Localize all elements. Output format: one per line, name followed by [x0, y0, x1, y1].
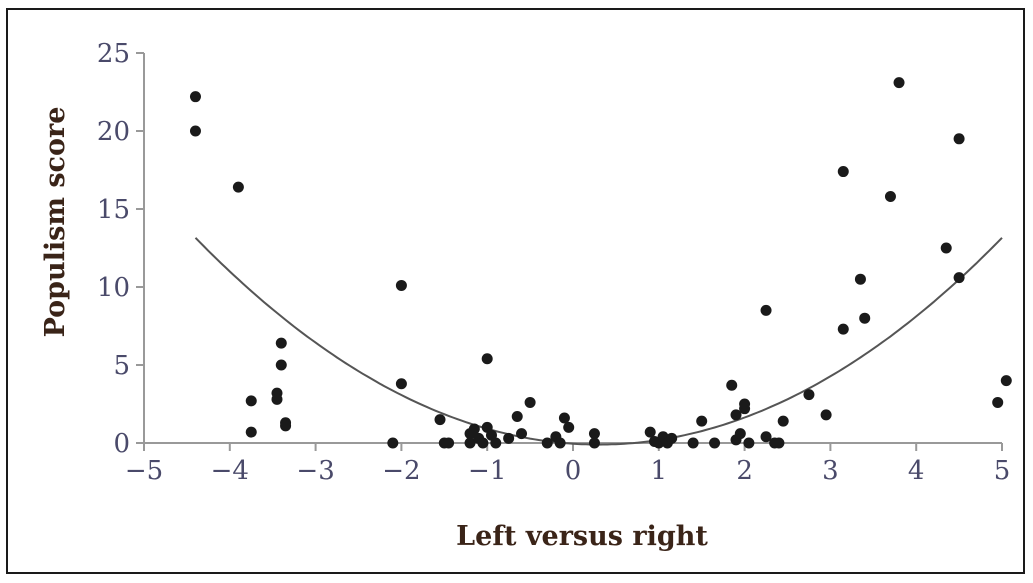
x-tick-label: −3 — [296, 456, 334, 486]
data-point — [760, 304, 772, 316]
data-point — [387, 437, 399, 449]
data-point — [1000, 375, 1012, 387]
data-point — [773, 437, 785, 449]
data-point — [953, 272, 965, 284]
data-point — [588, 428, 600, 440]
x-tick-label: −4 — [211, 456, 249, 486]
data-point — [893, 77, 905, 89]
data-point — [739, 398, 751, 410]
data-point — [245, 395, 257, 407]
data-point — [524, 396, 536, 408]
data-points — [189, 77, 1012, 449]
data-point — [992, 396, 1004, 408]
chart-frame — [6, 8, 1025, 574]
data-point — [696, 415, 708, 427]
data-point — [477, 437, 489, 449]
data-point — [434, 414, 446, 426]
x-tick-label: 0 — [565, 456, 582, 486]
fit-curve — [194, 237, 1003, 446]
data-point — [644, 426, 656, 438]
data-point — [468, 423, 480, 435]
y-tick-label: 20 — [97, 117, 130, 147]
x-tick-label: 3 — [822, 456, 839, 486]
data-point — [558, 412, 570, 424]
data-point — [777, 415, 789, 427]
y-tick-label: 15 — [97, 195, 130, 225]
data-point — [734, 428, 746, 440]
x-tick-label: 5 — [994, 456, 1011, 486]
data-point — [511, 410, 523, 422]
data-point — [189, 125, 201, 137]
data-point — [940, 242, 952, 254]
data-point — [730, 409, 742, 421]
data-point — [490, 437, 502, 449]
x-tick-label: −2 — [382, 456, 420, 486]
data-point — [516, 428, 528, 440]
data-point — [275, 337, 287, 349]
data-point — [859, 312, 871, 324]
data-point — [275, 359, 287, 371]
y-tick-label: 5 — [113, 351, 130, 381]
data-point — [854, 273, 866, 285]
x-axis-title: Left versus right — [456, 521, 708, 552]
data-point — [953, 133, 965, 145]
data-point — [464, 437, 476, 449]
data-point — [666, 432, 678, 444]
axes — [136, 52, 1003, 451]
data-point — [760, 431, 772, 443]
data-point — [481, 353, 493, 365]
data-point — [554, 437, 566, 449]
data-point — [280, 420, 292, 432]
x-tick-label: 4 — [908, 456, 925, 486]
x-tick-label: −5 — [125, 456, 163, 486]
data-point — [884, 191, 896, 203]
data-point — [563, 421, 575, 433]
tick-labels: −5 −4 −3 −2 −1 0 1 2 3 4 5 0 5 10 15 20 25 — [97, 39, 1010, 486]
data-point — [232, 181, 244, 193]
data-point — [588, 437, 600, 449]
fit-curve-group — [194, 237, 1003, 446]
x-tick-label: 2 — [736, 456, 753, 486]
data-point — [837, 323, 849, 335]
data-point — [541, 437, 553, 449]
data-point — [837, 166, 849, 178]
data-point — [395, 378, 407, 390]
data-point — [687, 437, 699, 449]
data-point — [503, 432, 515, 444]
y-tick-label: 25 — [97, 39, 130, 69]
data-point — [743, 437, 755, 449]
data-point — [820, 409, 832, 421]
y-axis-title: Populism score — [40, 107, 71, 338]
data-point — [709, 437, 721, 449]
data-point — [245, 426, 257, 438]
x-tick-label: −1 — [468, 456, 506, 486]
data-point — [443, 437, 455, 449]
y-tick-label: 10 — [97, 273, 130, 303]
data-point — [726, 379, 738, 391]
data-point — [803, 389, 815, 401]
data-point — [395, 279, 407, 291]
data-point — [189, 91, 201, 103]
y-tick-label: 0 — [113, 429, 130, 459]
data-point — [271, 393, 283, 405]
x-tick-label: 1 — [651, 456, 668, 486]
